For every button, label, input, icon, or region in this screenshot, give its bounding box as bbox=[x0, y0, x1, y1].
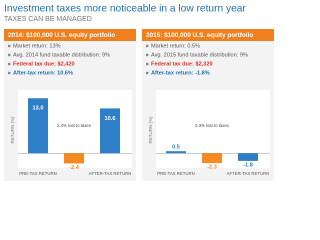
value-label: 0.5 bbox=[172, 145, 180, 151]
x-tick-label: AFTER-TAX RETURN bbox=[89, 171, 132, 176]
x-tick-label: AFTER-TAX RETURN bbox=[227, 171, 270, 176]
note: Market return: 0.5% bbox=[151, 43, 200, 49]
annotation: 2.3% lost to taxes bbox=[195, 123, 229, 128]
value-label: 13.0 bbox=[33, 106, 44, 112]
bar bbox=[202, 153, 222, 164]
note: Federal tax due: $2,320 bbox=[151, 61, 213, 67]
bullet bbox=[8, 71, 11, 75]
bullet bbox=[8, 44, 11, 48]
bullet bbox=[146, 71, 149, 75]
x-tick-label: PRE-TAX RETURN bbox=[19, 171, 56, 176]
y-axis-label: RETURN (%) bbox=[148, 116, 153, 143]
value-label: -1.8 bbox=[243, 162, 253, 168]
bullet bbox=[146, 44, 149, 48]
panel-header bbox=[142, 29, 274, 41]
panel-header bbox=[4, 29, 136, 41]
subtitle: TAXES CAN BE MANAGED bbox=[4, 16, 92, 23]
bar bbox=[100, 108, 120, 154]
value-label: 10.6 bbox=[105, 116, 116, 122]
bar bbox=[64, 153, 84, 164]
x-tick-label: PRE-TAX RETURN bbox=[157, 171, 194, 176]
value-label: -2.4 bbox=[69, 165, 80, 171]
note: Market return: 13% bbox=[13, 43, 61, 49]
note: Federal tax due: $2,420 bbox=[13, 61, 75, 67]
note: Avg. 2014 fund taxable distribution: 9% bbox=[13, 52, 110, 58]
note: After-tax return: 10.6% bbox=[13, 70, 73, 76]
bullet bbox=[146, 62, 149, 66]
bullet bbox=[8, 62, 11, 66]
annotation: 2.4% lost to taxes bbox=[57, 123, 91, 128]
note: After-tax return: -1.8% bbox=[151, 70, 210, 76]
note: Avg. 2015 fund taxable distribution: 9% bbox=[151, 52, 248, 58]
infographic: Investment taxes more noticeable in a lo… bbox=[4, 4, 274, 181]
bar bbox=[238, 153, 258, 161]
bullet bbox=[146, 53, 149, 57]
bar bbox=[28, 98, 48, 154]
bar bbox=[166, 151, 186, 154]
bullet bbox=[8, 53, 11, 57]
panel-title: 2015: $100,000 U.S. equity portfolio bbox=[146, 32, 253, 39]
panel-title: 2014: $100,000 U.S. equity portfolio bbox=[8, 32, 115, 39]
y-axis-label: RETURN (%) bbox=[10, 116, 15, 143]
title: Investment taxes more noticeable in a lo… bbox=[4, 4, 246, 15]
value-label: -2.3 bbox=[207, 165, 217, 171]
